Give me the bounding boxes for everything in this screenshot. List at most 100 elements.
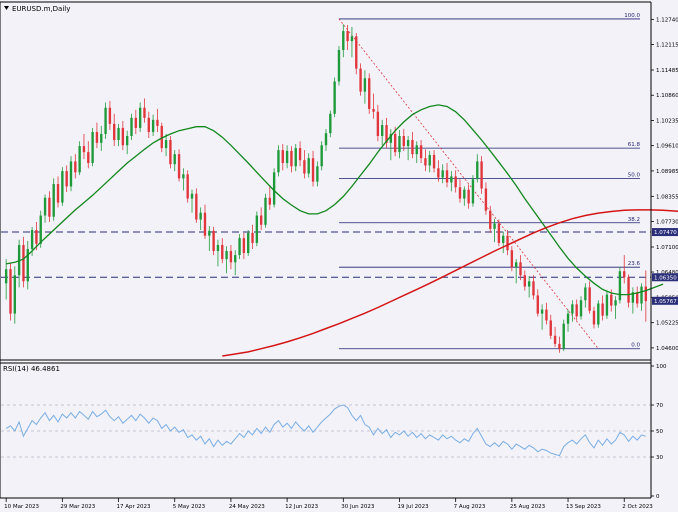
candle-body (636, 292, 639, 304)
candle-body (234, 255, 237, 263)
candle-body (247, 232, 250, 254)
candle-body (342, 31, 345, 51)
candle-body (169, 140, 172, 165)
candle-body (216, 244, 220, 252)
candle-body (316, 166, 319, 182)
fib-trend-line (338, 18, 599, 349)
candle-body (402, 135, 405, 147)
time-tick-label: 25 Aug 2023 (510, 504, 546, 510)
candle-body (350, 36, 354, 42)
candle-body (74, 161, 77, 173)
candle-body (489, 210, 492, 229)
candle-body (121, 127, 125, 146)
candle-body (56, 184, 60, 203)
candle-body (48, 197, 51, 217)
candle-body (627, 277, 630, 303)
candle-body (264, 197, 267, 225)
time-tick-label: 19 Jul 2023 (397, 504, 429, 510)
candle-body (497, 223, 501, 243)
candle-body (545, 309, 548, 321)
candle-body (450, 176, 453, 183)
candle-body (372, 108, 375, 112)
candle-body (208, 230, 211, 236)
candle-body (43, 197, 47, 216)
candle-body (592, 310, 596, 325)
candle-body (182, 174, 185, 179)
candle-body (255, 215, 259, 243)
price-tick-label: 1.08985 (656, 169, 678, 175)
candle-body (355, 36, 358, 69)
candle-body (164, 140, 168, 149)
price-tag-label: 1.05767 (654, 299, 677, 305)
candle-body (575, 304, 578, 317)
candle-body (618, 271, 622, 301)
candle-body (225, 251, 228, 260)
candle-body (346, 31, 349, 42)
price-tick-label: 1.09610 (656, 144, 678, 150)
candle-body (549, 320, 552, 336)
candle-body (579, 300, 583, 317)
price-tag-label: 1.07470 (654, 230, 677, 236)
time-tick-label: 2 Oct 2023 (622, 504, 653, 510)
price-tick-label: 1.07730 (656, 220, 678, 226)
triangle-down-icon[interactable] (4, 6, 9, 10)
candle-body (605, 294, 609, 316)
candle-body (385, 125, 388, 143)
candle-body (610, 294, 613, 306)
candle-body (143, 107, 146, 118)
candle-body (186, 174, 189, 199)
candle-body (532, 281, 535, 296)
candle-body (4, 269, 8, 284)
price-tick-label: 1.06480 (656, 270, 678, 276)
candle-body (623, 271, 626, 278)
candle-body (39, 215, 42, 244)
candle-body (104, 107, 107, 134)
candle-body (156, 119, 159, 126)
candle-body (424, 158, 427, 166)
time-tick-label: 12 Jun 2023 (285, 504, 319, 510)
candle-body (212, 230, 215, 252)
fib-level-label: 100.0 (624, 13, 640, 19)
candle-body (640, 286, 643, 304)
candle-body (419, 145, 423, 159)
candle-body (333, 81, 336, 114)
candle-body (588, 287, 591, 311)
candle-body (199, 212, 202, 220)
candle-body (411, 140, 414, 155)
candle-body (320, 145, 323, 167)
candle-body (277, 150, 280, 173)
rsi-tick-label: 70 (656, 403, 663, 409)
candle-body (471, 179, 475, 204)
price-tag (652, 296, 678, 305)
candle-body (536, 295, 539, 314)
time-tick-label: 29 Mar 2023 (60, 504, 95, 510)
candle-body (467, 189, 470, 204)
candle-body (484, 188, 488, 211)
fib-level-label: 23.6 (628, 261, 641, 267)
candle-body (173, 154, 176, 165)
candle-body (35, 230, 38, 244)
chart-header[interactable]: EURUSD.m,Daily (4, 5, 70, 13)
candle-body (454, 176, 457, 188)
price-tick-label: 1.05225 (656, 321, 678, 327)
candle-body (134, 117, 138, 128)
price-tick-label: 1.04600 (656, 346, 678, 352)
candle-body (363, 78, 367, 92)
rsi-line (5, 404, 646, 457)
candle-body (125, 135, 129, 146)
candle-body (52, 184, 55, 217)
candle-body (368, 78, 371, 109)
price-tick-label: 1.12115 (656, 43, 678, 49)
rsi-tick-label: 50 (656, 429, 663, 435)
candle-body (272, 172, 276, 205)
candle-body (502, 235, 505, 243)
candle-body (393, 133, 397, 153)
candle-body (160, 125, 163, 149)
price-tick-label: 1.10235 (656, 118, 678, 124)
time-tick-label: 17 Apr 2023 (117, 504, 152, 510)
candle-body (571, 304, 574, 314)
candle-body (251, 232, 254, 243)
symbol-label: EURUSD.m,Daily (12, 5, 70, 13)
candle-body (87, 152, 90, 164)
candle-body (398, 135, 401, 153)
